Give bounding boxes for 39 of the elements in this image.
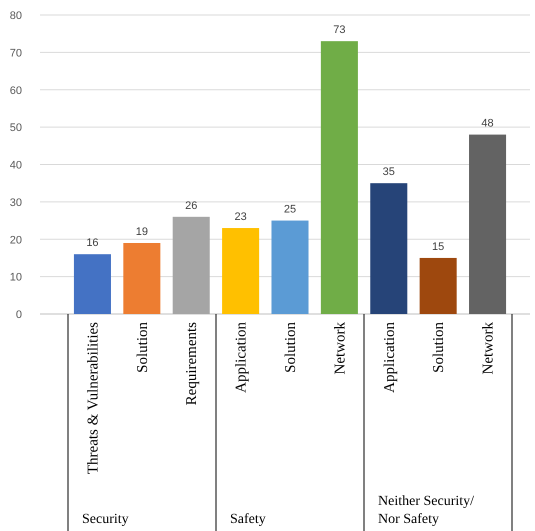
- bar: [123, 242, 160, 314]
- x-tick-label: Application: [382, 322, 398, 393]
- bar: [320, 41, 358, 314]
- text: Safety: [230, 512, 266, 527]
- y-tick-label: 40: [10, 160, 22, 172]
- y-tick-label: 10: [10, 272, 22, 284]
- y-tick-label: 70: [10, 47, 22, 60]
- data-label: 73: [333, 24, 346, 36]
- x-tick-label: Network: [480, 322, 497, 374]
- bar: [74, 254, 111, 314]
- x-tick-label: Threats & Vulnerabilities: [85, 322, 102, 474]
- text: Security: [82, 512, 129, 527]
- bar: [222, 228, 260, 314]
- data-label: 15: [432, 240, 444, 253]
- bar: [370, 183, 408, 314]
- x-tick-label: Solution: [431, 322, 448, 373]
- data-label: 48: [481, 118, 494, 130]
- data-label: 23: [234, 211, 247, 224]
- data-label: 19: [136, 226, 148, 238]
- x-tick-label: Application: [234, 322, 250, 393]
- x-tick-label: Network: [332, 322, 348, 374]
- text: Neither Security/ Nor Safety: [378, 494, 474, 527]
- bar: [271, 220, 309, 314]
- y-tick-label: 80: [10, 10, 22, 22]
- bar: [469, 134, 506, 314]
- y-tick-label: 60: [10, 84, 22, 97]
- x-tick-label: Solution: [134, 322, 151, 373]
- x-tick-label: Requirements: [184, 322, 200, 406]
- y-tick-label: 20: [10, 234, 22, 246]
- data-label: 26: [185, 200, 198, 212]
- y-tick-label: 0: [16, 309, 22, 321]
- bar: [420, 258, 457, 314]
- y-tick-label: 30: [10, 196, 22, 209]
- data-label: 16: [86, 237, 99, 250]
- bar: [172, 216, 210, 314]
- y-tick-label: 50: [10, 122, 22, 134]
- data-label: 35: [382, 166, 395, 178]
- data-label: 25: [284, 204, 296, 216]
- x-tick-label: Solution: [283, 322, 299, 373]
